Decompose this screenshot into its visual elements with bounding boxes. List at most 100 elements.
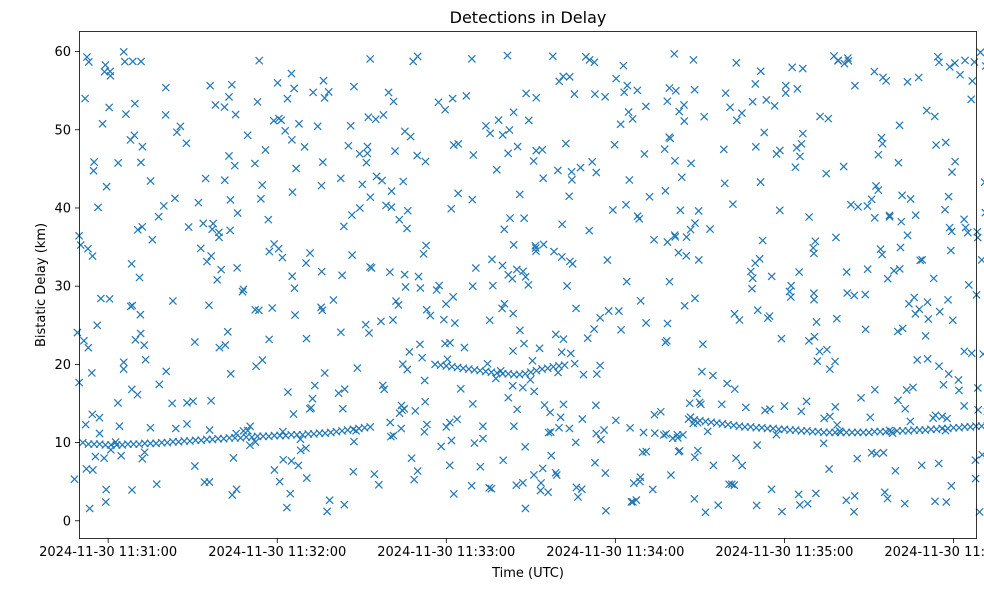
detection-marker xyxy=(815,347,824,356)
detection-marker xyxy=(508,381,517,390)
detection-marker xyxy=(270,465,279,474)
detection-marker xyxy=(540,401,549,410)
detection-marker xyxy=(650,235,659,244)
detection-marker xyxy=(89,166,98,175)
detection-marker xyxy=(975,507,984,516)
detection-marker xyxy=(520,214,529,223)
detection-marker xyxy=(675,446,684,455)
detection-marker xyxy=(190,462,199,471)
detection-marker xyxy=(494,116,503,125)
detection-marker xyxy=(843,54,852,63)
y-tick-label: 50 xyxy=(54,123,71,138)
detection-marker xyxy=(518,383,527,392)
detection-marker xyxy=(283,94,292,103)
detection-marker xyxy=(872,449,881,458)
detection-marker xyxy=(119,365,128,374)
detection-marker xyxy=(822,169,831,178)
detection-marker xyxy=(531,241,540,250)
detection-marker xyxy=(973,383,982,392)
detection-marker xyxy=(339,222,348,231)
detection-marker xyxy=(717,400,726,409)
detection-marker xyxy=(820,414,829,423)
detection-marker xyxy=(485,483,494,492)
detection-marker xyxy=(148,235,157,244)
detection-marker xyxy=(571,438,580,447)
detection-marker xyxy=(731,454,741,463)
detection-marker xyxy=(608,205,617,215)
detection-marker xyxy=(294,461,303,470)
detection-marker xyxy=(275,477,284,486)
detection-marker xyxy=(760,128,769,137)
detection-marker xyxy=(930,112,939,121)
detection-marker xyxy=(378,176,387,185)
detection-marker xyxy=(386,418,395,427)
detection-marker xyxy=(946,246,955,255)
detection-marker xyxy=(418,353,427,362)
detection-marker xyxy=(748,274,757,283)
detection-marker xyxy=(199,219,208,228)
detection-marker xyxy=(931,497,940,506)
detection-marker xyxy=(572,304,581,313)
detection-marker xyxy=(491,374,500,383)
detection-marker xyxy=(325,496,334,505)
detection-marker xyxy=(190,337,199,347)
detection-marker xyxy=(639,428,648,437)
detection-marker xyxy=(700,112,709,121)
detection-marker xyxy=(281,126,290,135)
detection-marker xyxy=(194,198,203,207)
detection-marker xyxy=(550,247,559,256)
detection-marker xyxy=(159,201,168,210)
detection-marker xyxy=(619,61,628,70)
detection-marker xyxy=(557,252,566,261)
detection-marker xyxy=(861,290,870,299)
detection-marker xyxy=(504,149,513,158)
detection-marker xyxy=(850,291,859,300)
detection-marker xyxy=(96,294,105,303)
detection-marker xyxy=(798,129,807,138)
detection-marker xyxy=(449,141,458,150)
detection-marker xyxy=(876,245,885,254)
detection-marker xyxy=(756,178,765,187)
detection-marker xyxy=(442,299,451,309)
detection-marker xyxy=(305,249,315,258)
detection-marker xyxy=(934,459,943,468)
x-tick-label: 2024-11-30 11:31:00 xyxy=(39,545,177,560)
detection-marker xyxy=(842,267,851,277)
detection-marker xyxy=(767,272,776,281)
detection-marker xyxy=(622,277,631,286)
detection-marker xyxy=(182,398,191,407)
detection-marker xyxy=(565,257,574,266)
detection-marker xyxy=(901,404,910,413)
detection-marker xyxy=(76,240,85,250)
detection-marker xyxy=(398,360,407,369)
detection-marker xyxy=(561,139,570,148)
detection-marker xyxy=(521,442,530,451)
detection-marker xyxy=(682,251,691,260)
detection-marker xyxy=(258,356,267,365)
detection-marker xyxy=(317,181,326,190)
detection-marker xyxy=(894,158,903,167)
detection-marker xyxy=(403,365,412,374)
detection-marker xyxy=(728,200,737,209)
detection-marker xyxy=(665,84,674,93)
detection-marker xyxy=(973,227,982,236)
detection-marker xyxy=(844,56,853,65)
detection-marker xyxy=(680,301,689,310)
detection-marker xyxy=(265,335,274,344)
detection-marker xyxy=(220,103,229,112)
detection-marker xyxy=(130,131,139,140)
x-axis-title: Time (UTC) xyxy=(491,566,564,581)
detection-marker xyxy=(832,314,841,323)
x-tick-label: 2024-11-30 11:34:00 xyxy=(546,545,684,560)
detection-marker xyxy=(334,389,343,398)
detection-marker xyxy=(238,287,247,296)
detection-marker xyxy=(135,273,144,282)
detection-marker xyxy=(496,366,505,375)
detection-marker xyxy=(831,402,840,411)
detection-marker xyxy=(401,282,410,291)
detection-marker xyxy=(686,225,695,234)
detection-marker xyxy=(687,159,696,168)
detection-marker xyxy=(921,331,930,340)
detection-marker xyxy=(500,225,509,234)
detection-marker xyxy=(141,355,150,364)
